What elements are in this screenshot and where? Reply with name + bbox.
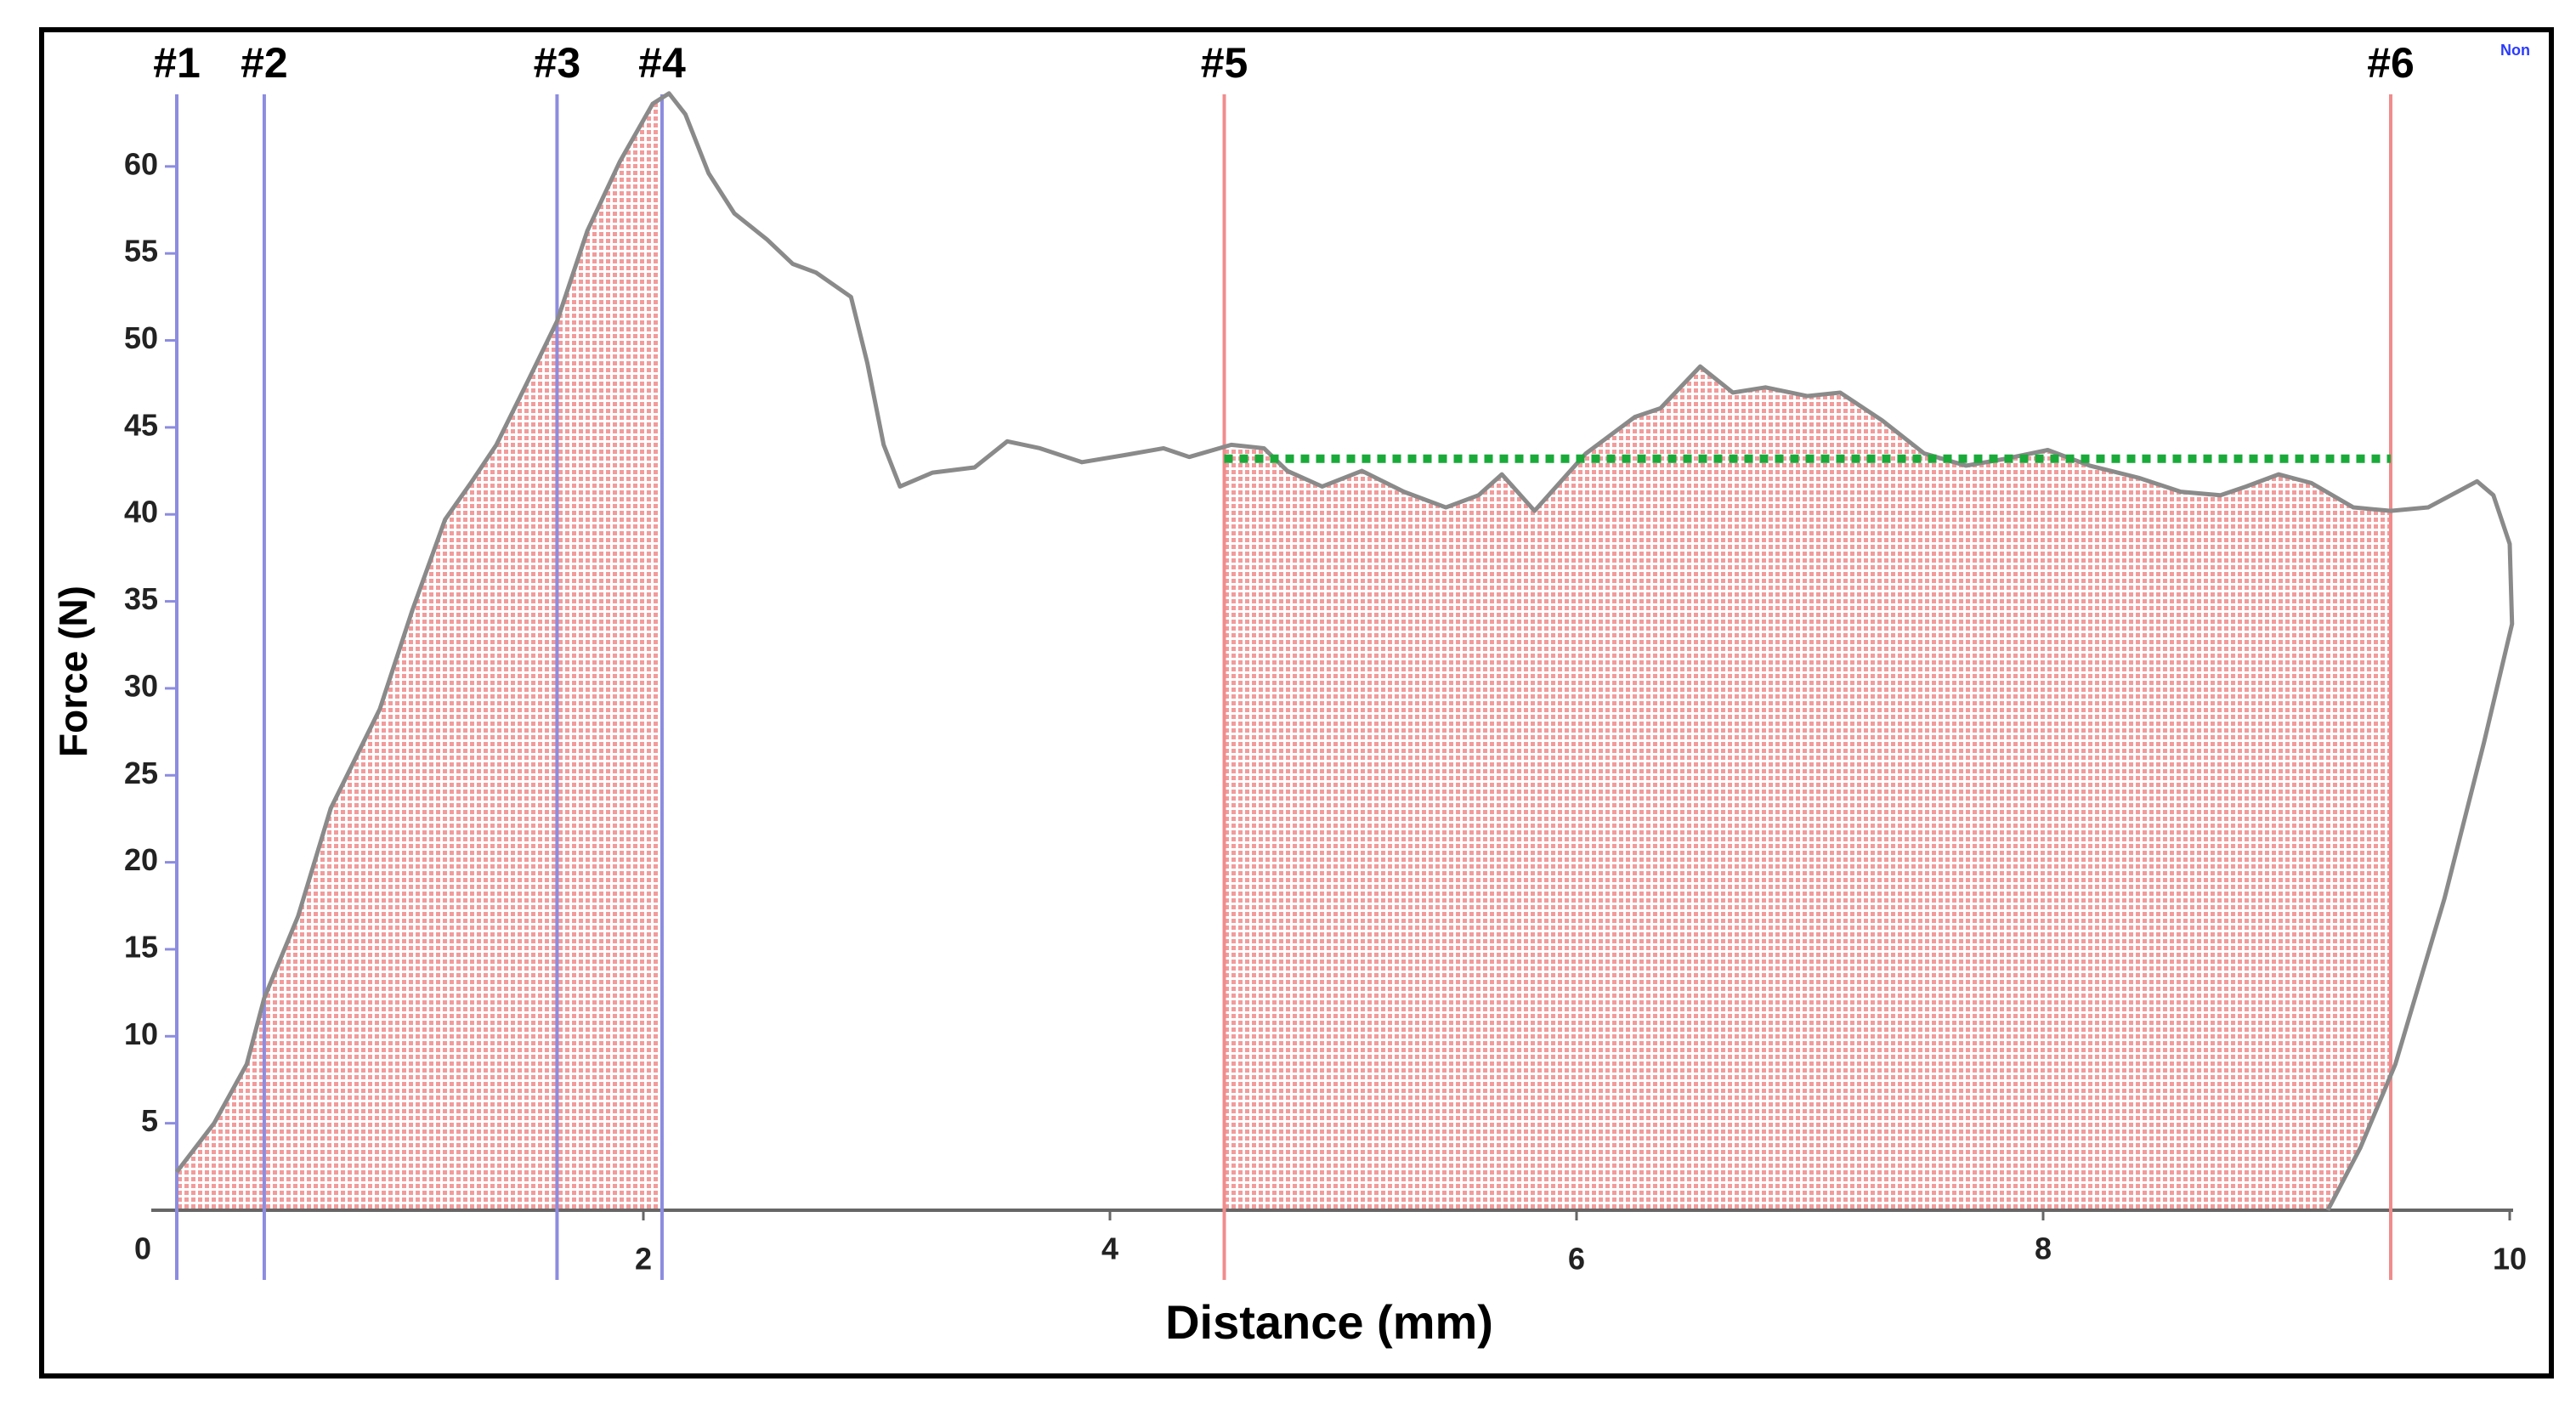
x-tick-label: 4 (1101, 1231, 1118, 1266)
y-tick-label: 25 (124, 756, 158, 790)
marker-label: #2 (241, 39, 288, 87)
corner-text: Non (2500, 42, 2530, 59)
marker-label: #4 (638, 39, 686, 87)
y-tick-label: 55 (124, 234, 158, 269)
y-tick-label: 40 (124, 495, 158, 529)
y-tick-label: 35 (124, 581, 158, 616)
force-curve (175, 91, 2515, 1212)
x-tick-label: 8 (2035, 1231, 2052, 1266)
marker-label: #5 (1201, 39, 1248, 87)
y-tick-label: 15 (124, 929, 158, 964)
y-tick-label: 20 (124, 842, 158, 877)
marker-label: #3 (534, 39, 581, 87)
y-axis-title: Force (N) (51, 586, 95, 757)
x-tick-label: 0 (134, 1231, 151, 1266)
marker-label: #1 (153, 39, 201, 87)
y-tick-label: 60 (124, 146, 158, 181)
marker-label: #6 (2367, 39, 2415, 87)
y-tick-label: 50 (124, 320, 158, 355)
x-tick-label: 6 (1568, 1242, 1585, 1277)
y-tick-label: 30 (124, 668, 158, 703)
x-axis-title: Distance (mm) (1165, 1295, 1493, 1349)
y-tick-label: 10 (124, 1016, 158, 1051)
x-tick-label: 10 (2493, 1242, 2527, 1277)
x-tick-label: 2 (635, 1242, 652, 1277)
y-tick-label: 5 (141, 1103, 158, 1138)
y-tick-label: 45 (124, 407, 158, 442)
